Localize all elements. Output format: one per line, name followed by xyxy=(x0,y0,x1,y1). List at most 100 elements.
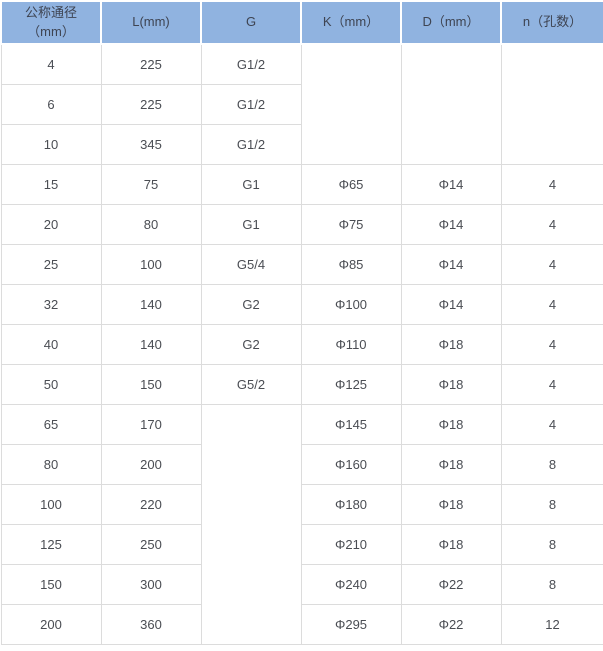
cell-d: Φ18 xyxy=(400,324,502,365)
header-cell-n: n（孔数） xyxy=(500,0,603,45)
cell-n: 4 xyxy=(500,324,603,365)
cell-n: 4 xyxy=(500,364,603,405)
cell-k: Φ240 xyxy=(300,564,402,605)
cell-d: Φ14 xyxy=(400,164,502,205)
table-row: 200 360 Φ295 Φ22 12 xyxy=(0,604,603,645)
cell-n: 8 xyxy=(500,484,603,525)
cell-k: Φ125 xyxy=(300,364,402,405)
cell-k: Φ160 xyxy=(300,444,402,485)
cell-dn: 80 xyxy=(0,444,102,485)
cell-d: Φ18 xyxy=(400,364,502,405)
cell-g: G1 xyxy=(200,164,302,205)
table-row: 15 75 G1 Φ65 Φ14 4 xyxy=(0,164,603,205)
cell-n: 12 xyxy=(500,604,603,645)
cell-l: 345 xyxy=(100,124,202,165)
table-row: 100 220 Φ180 Φ18 8 xyxy=(0,484,603,525)
cell-d: Φ14 xyxy=(400,284,502,325)
table-row: 4 225 G1/2 xyxy=(0,43,603,165)
cell-l: 360 xyxy=(100,604,202,645)
cell-n: 4 xyxy=(500,204,603,245)
cell-d: Φ18 xyxy=(400,484,502,525)
cell-k: Φ100 xyxy=(300,284,402,325)
cell-dn: 50 xyxy=(0,364,102,405)
cell-g: G2 xyxy=(200,324,302,365)
cell-dn: 100 xyxy=(0,484,102,525)
cell-n: 8 xyxy=(500,524,603,565)
header-cell-d: D（mm） xyxy=(400,0,502,45)
cell-k: Φ65 xyxy=(300,164,402,205)
cell-dn: 150 xyxy=(0,564,102,605)
cell-l: 250 xyxy=(100,524,202,565)
cell-l: 225 xyxy=(100,84,202,125)
cell-g: G2 xyxy=(200,284,302,325)
cell-d: Φ22 xyxy=(400,604,502,645)
cell-n: 4 xyxy=(500,284,603,325)
cell-d: Φ14 xyxy=(400,244,502,285)
cell-k: Φ85 xyxy=(300,244,402,285)
cell-n: 8 xyxy=(500,444,603,485)
header-row: 公称通径 （mm） L(mm) G K（mm） D（mm） n（孔数） xyxy=(0,0,603,45)
cell-l: 75 xyxy=(100,164,202,205)
header-cell-k: K（mm） xyxy=(300,0,402,45)
cell-d: Φ18 xyxy=(400,404,502,445)
cell-g: G5/2 xyxy=(200,364,302,405)
cell-l: 80 xyxy=(100,204,202,245)
table-row: 10 345 G1/2 xyxy=(0,124,603,165)
cell-g: G1/2 xyxy=(200,84,302,125)
merged-cell-n xyxy=(500,43,603,165)
cell-k: Φ295 xyxy=(300,604,402,645)
cell-l: 200 xyxy=(100,444,202,485)
cell-dn: 15 xyxy=(0,164,102,205)
cell-n: 8 xyxy=(500,564,603,605)
cell-l: 150 xyxy=(100,364,202,405)
header-cell-l: L(mm) xyxy=(100,0,202,45)
table-row: 150 300 Φ240 Φ22 8 xyxy=(0,564,603,605)
cell-dn: 25 xyxy=(0,244,102,285)
cell-dn: 6 xyxy=(0,84,102,125)
cell-g: G5/4 xyxy=(200,244,302,285)
header-cell-nominal-diameter: 公称通径 （mm） xyxy=(0,0,102,45)
cell-dn: 10 xyxy=(0,124,102,165)
cell-dn: 200 xyxy=(0,604,102,645)
table-row: 125 250 Φ210 Φ18 8 xyxy=(0,524,603,565)
cell-d: Φ18 xyxy=(400,444,502,485)
cell-k: Φ180 xyxy=(300,484,402,525)
table-row: 25 100 G5/4 Φ85 Φ14 4 xyxy=(0,244,603,285)
cell-d: Φ14 xyxy=(400,204,502,245)
table-row: 65 170 Φ145 Φ18 4 xyxy=(0,404,603,645)
cell-n: 4 xyxy=(500,404,603,445)
merged-cell-d xyxy=(400,43,502,165)
cell-k: Φ210 xyxy=(300,524,402,565)
cell-dn: 125 xyxy=(0,524,102,565)
cell-g: G1/2 xyxy=(200,43,302,85)
cell-d: Φ18 xyxy=(400,524,502,565)
cell-l: 140 xyxy=(100,324,202,365)
table-row: 20 80 G1 Φ75 Φ14 4 xyxy=(0,204,603,245)
cell-n: 4 xyxy=(500,164,603,205)
cell-k: Φ110 xyxy=(300,324,402,365)
cell-l: 225 xyxy=(100,43,202,85)
cell-l: 300 xyxy=(100,564,202,605)
cell-dn: 32 xyxy=(0,284,102,325)
cell-l: 100 xyxy=(100,244,202,285)
cell-dn: 4 xyxy=(0,43,102,85)
table-row: 32 140 G2 Φ100 Φ14 4 xyxy=(0,284,603,325)
merged-cell-k xyxy=(300,43,402,165)
cell-k: Φ75 xyxy=(300,204,402,245)
cell-n: 4 xyxy=(500,244,603,285)
cell-l: 170 xyxy=(100,404,202,445)
table-row: 6 225 G1/2 xyxy=(0,84,603,125)
cell-k: Φ145 xyxy=(300,404,402,445)
cell-dn: 20 xyxy=(0,204,102,245)
header-cell-g: G xyxy=(200,0,302,45)
merged-cell-g xyxy=(200,404,302,645)
cell-g: G1 xyxy=(200,204,302,245)
cell-l: 220 xyxy=(100,484,202,525)
table-row: 80 200 Φ160 Φ18 8 xyxy=(0,444,603,485)
cell-d: Φ22 xyxy=(400,564,502,605)
cell-dn: 40 xyxy=(0,324,102,365)
cell-l: 140 xyxy=(100,284,202,325)
cell-dn: 65 xyxy=(0,404,102,445)
cell-g: G1/2 xyxy=(200,124,302,165)
